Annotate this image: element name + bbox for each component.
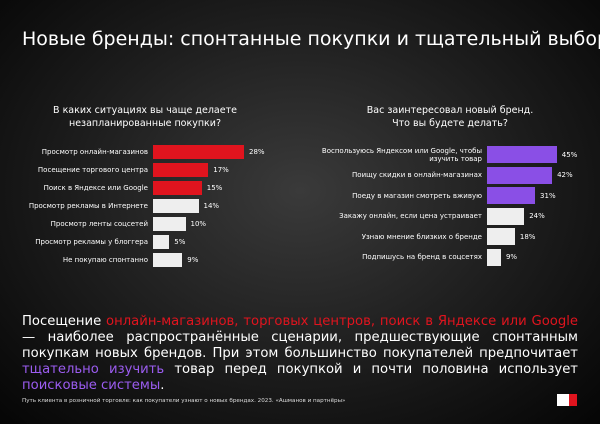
bar xyxy=(153,181,202,195)
value-label: 45% xyxy=(561,150,578,159)
category-label: Поеду в магазин смотреть вживую xyxy=(352,191,482,200)
bar xyxy=(153,145,244,159)
summary-segment: товар перед покупкой и почти половина ис… xyxy=(164,362,578,377)
bar xyxy=(487,248,501,266)
chart-title-line: В каких ситуациях вы чаще делаете xyxy=(53,105,237,116)
bar xyxy=(487,146,557,163)
bar xyxy=(153,199,199,213)
summary-segment: — наиболее распространённые сценарии, пр… xyxy=(22,330,578,361)
bar xyxy=(487,228,515,245)
summary-segment: . xyxy=(160,378,165,393)
bar xyxy=(487,187,536,204)
value-label: 9% xyxy=(187,256,199,264)
value-label: 42% xyxy=(557,171,573,179)
category-label: Закажу онлайн, если цена устраивает xyxy=(339,212,482,220)
category-label: Поищу скидки в онлайн-магазинах xyxy=(352,171,482,179)
summary-segment: Посещение xyxy=(22,314,107,329)
value-label: 28% xyxy=(249,148,265,156)
value-label: 15% xyxy=(206,184,223,192)
chart-title: Вас заинтересовал новый бренд. Что вы буд… xyxy=(345,104,555,130)
category-label: Узнаю мнение близких о бренде xyxy=(361,232,482,241)
category-label: Просмотр рекламы в Интернете xyxy=(28,202,148,210)
category-label: Воспользуюсь Яндексом или Google, чтобы … xyxy=(321,146,482,163)
bar xyxy=(153,235,170,249)
summary-segment: поисковые системы xyxy=(22,378,161,393)
summary-segment: тщательно изучить xyxy=(22,362,165,377)
summary: Посещение онлайн-магазинов, торговых цен… xyxy=(22,314,578,394)
value-label: 10% xyxy=(190,220,207,228)
bar xyxy=(487,166,553,184)
footnote: Путь клиента в розничной торговле: как п… xyxy=(22,398,346,404)
chart-title-line: Что вы будете делать? xyxy=(392,118,508,129)
summary-segment: онлайн-магазинов, торговых центров, поис… xyxy=(106,314,578,329)
chart-title: В каких ситуациях вы чаще делаете незапла… xyxy=(40,104,250,130)
value-label: 18% xyxy=(519,232,536,241)
category-label: Поиск в Яндексе или Google xyxy=(43,184,148,192)
bar xyxy=(153,163,209,177)
category-label: Просмотр ленты соцсетей xyxy=(50,220,148,228)
logo xyxy=(557,394,577,406)
value-label: 24% xyxy=(529,212,545,220)
page-title: Новые бренды: спонтанные покупки и тщате… xyxy=(22,28,600,50)
bar xyxy=(153,217,186,231)
bar xyxy=(153,253,183,267)
value-label: 9% xyxy=(505,253,518,261)
category-label: Не покупаю спонтанно xyxy=(62,256,148,264)
chart-title-line: Вас заинтересовал новый бренд. xyxy=(366,105,534,116)
category-label: Подпишусь на бренд в соцсетях xyxy=(362,253,482,261)
bar xyxy=(487,207,525,225)
chart-title-line: незапланированные покупки? xyxy=(68,118,222,129)
value-label: 5% xyxy=(174,238,186,246)
category-label: Просмотр рекламы у блоггера xyxy=(35,238,148,246)
category-label: Посещение торгового центра xyxy=(37,166,148,174)
value-label: 14% xyxy=(203,202,220,210)
category-label: Просмотр онлайн-магазинов xyxy=(41,148,148,156)
value-label: 31% xyxy=(540,191,556,200)
value-label: 17% xyxy=(213,166,229,174)
